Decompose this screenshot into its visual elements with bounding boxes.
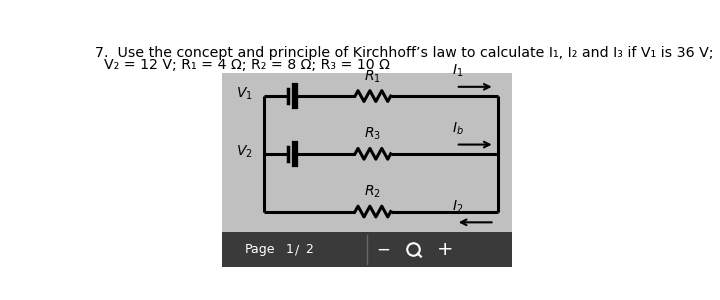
Bar [222, 232, 513, 267]
Text: /: / [295, 243, 300, 256]
Text: Page: Page [245, 243, 276, 256]
Text: $I_2$: $I_2$ [452, 198, 463, 214]
Text: V₂ = 12 V; R₁ = 4 Ω; R₂ = 8 Ω; R₃ = 10 Ω: V₂ = 12 V; R₁ = 4 Ω; R₂ = 8 Ω; R₃ = 10 Ω [104, 58, 390, 72]
Text: $I_b$: $I_b$ [452, 121, 464, 137]
Text: $V_1$: $V_1$ [235, 85, 253, 102]
Text: $R_2$: $R_2$ [364, 184, 382, 200]
Text: 2: 2 [305, 243, 313, 256]
Bar [222, 73, 513, 235]
Text: $I_1$: $I_1$ [452, 63, 463, 79]
Text: −: − [376, 241, 390, 259]
Text: $R_3$: $R_3$ [364, 126, 382, 142]
Text: +: + [436, 240, 453, 259]
Text: $V_2$: $V_2$ [235, 143, 253, 160]
Text: 7.  Use the concept and principle of Kirchhoff’s law to calculate I₁, I₂ and I₃ : 7. Use the concept and principle of Kirc… [96, 46, 714, 60]
Text: 1: 1 [285, 243, 293, 256]
Text: $R_1$: $R_1$ [364, 68, 382, 85]
